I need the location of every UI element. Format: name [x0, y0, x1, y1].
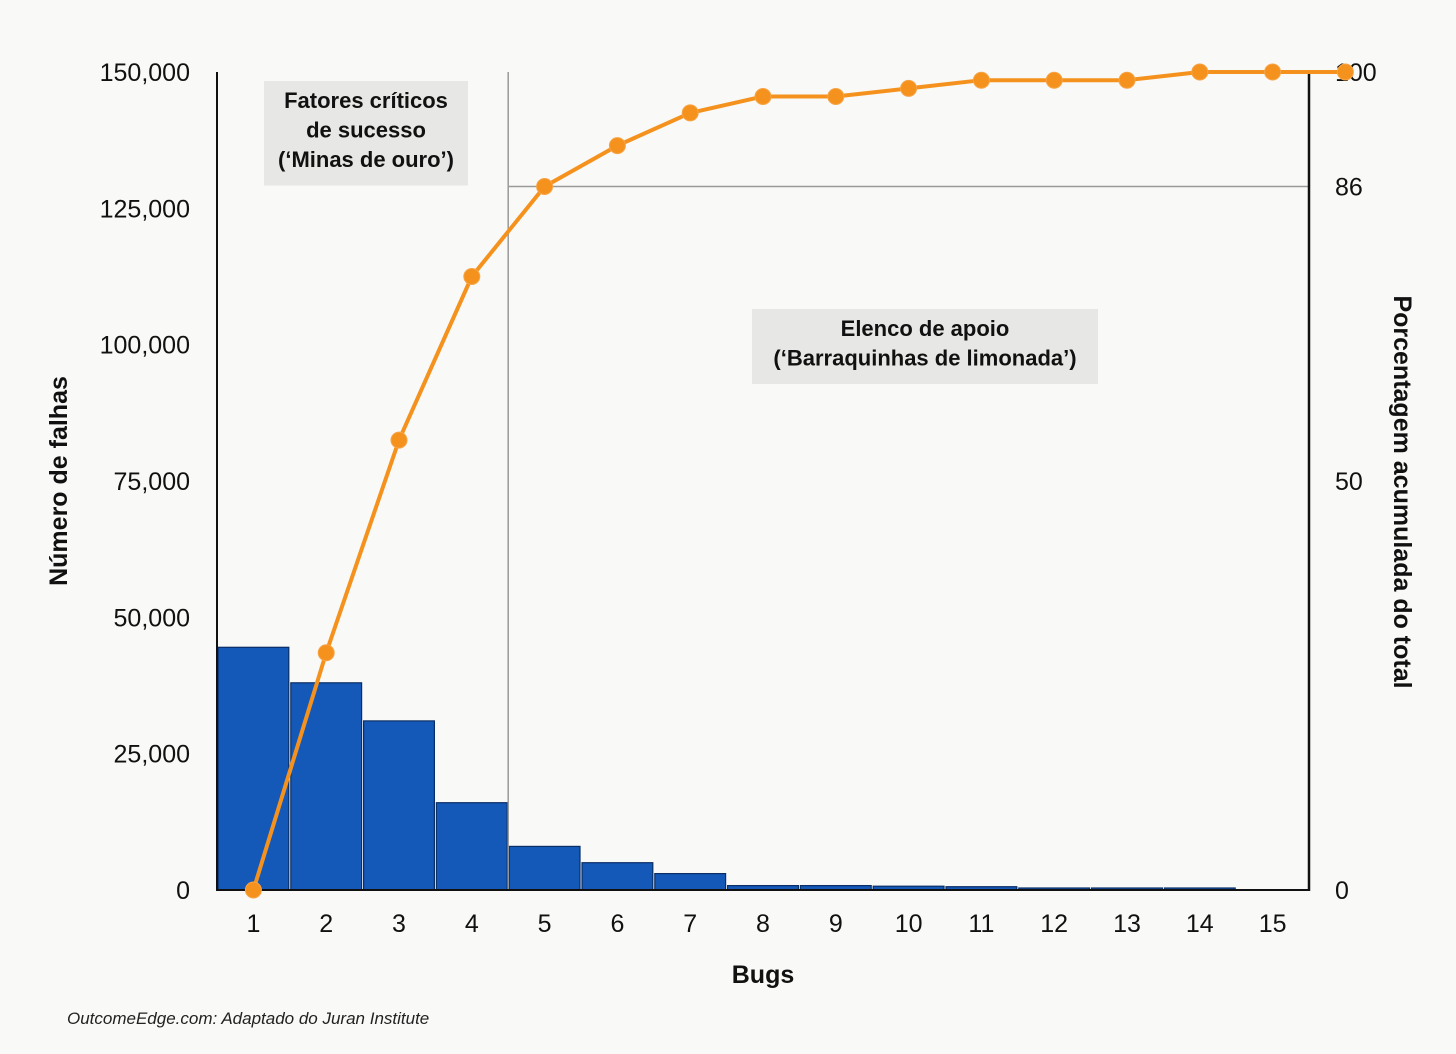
cumulative-line-group [244, 63, 1354, 899]
cumulative-point [1191, 63, 1209, 81]
cumulative-point [608, 137, 626, 155]
x-tick-label: 4 [465, 910, 479, 938]
x-tick-label: 15 [1259, 910, 1287, 938]
cumulative-point [536, 178, 554, 195]
reference-lines [507, 72, 1309, 890]
cumulative-point [244, 881, 262, 899]
bar-4 [435, 802, 508, 891]
cumulative-point [463, 268, 481, 285]
cumulative-point [681, 104, 699, 122]
annotation-critical-factors-background [264, 81, 468, 186]
x-tick-label: 2 [319, 910, 333, 938]
annotation-critical-factors-line: de sucesso [306, 118, 426, 143]
cumulative-point [1118, 71, 1136, 89]
bar-2 [290, 682, 363, 891]
y-tick-label: 50,000 [114, 604, 190, 632]
cumulative-line [251, 70, 1348, 892]
annotation-critical-factors-line: Fatores críticos [284, 88, 448, 113]
bar-1 [217, 646, 290, 891]
bars-group [217, 646, 1236, 891]
annotation-critical-factors-line: (‘Minas de ouro’) [278, 147, 454, 172]
y2-tick-label: 50 [1335, 468, 1363, 496]
bar-5 [508, 845, 581, 891]
cumulative-point [390, 431, 408, 449]
annotation-supporting-cast: Elenco de apoio (‘Barraquinhas de limonad… [752, 309, 1098, 384]
x-tick-label: 8 [756, 910, 770, 938]
cumulative-point [754, 88, 772, 105]
source-credit: OutcomeEdge.com: Adaptado do Juran Insti… [67, 1009, 430, 1028]
x-axis-title: Bugs [732, 961, 795, 989]
y-tick-label: 100,000 [100, 332, 190, 360]
y-axis-title: Número de falhas [45, 376, 73, 586]
x-tick-label: 12 [1040, 910, 1068, 938]
x-tick-label: 10 [895, 910, 923, 938]
cumulative-point [972, 71, 990, 89]
cumulative-point [827, 88, 845, 105]
x-tick-label: 14 [1186, 910, 1214, 938]
y-tick-label: 0 [176, 877, 190, 905]
y-tick-label: 125,000 [100, 195, 190, 223]
y-tick-label: 25,000 [114, 741, 190, 769]
x-tick-label: 11 [968, 910, 994, 938]
annotations-group: Fatores críticos de sucesso (‘Minas de our… [264, 81, 1098, 384]
cumulative-point [1045, 71, 1063, 89]
annotation-supporting-cast-background [752, 309, 1098, 384]
x-tick-label: 5 [538, 910, 552, 938]
y-tick-label: 75,000 [114, 468, 190, 496]
cumulative-point [1336, 63, 1354, 81]
x-tick-label: 9 [829, 910, 843, 938]
y2-tick-label: 86 [1335, 174, 1363, 202]
y2-axis-title: Porcentagem acumulada do total [1388, 295, 1416, 688]
cumulative-point [317, 644, 335, 662]
x-tick-label: 1 [246, 910, 260, 938]
axis-titles: Bugs Número de falhas Porcentagem acumulad… [45, 295, 1416, 989]
cumulative-point [900, 79, 918, 97]
bar-3 [363, 720, 436, 891]
x-tick-label: 3 [392, 910, 406, 938]
x-tick-label: 6 [610, 910, 624, 938]
x-tick-label: 7 [683, 910, 697, 938]
y-tick-label: 150,000 [100, 59, 190, 87]
axes-group: 0 25,000 50,000 75,000 100,000 125,000 150,000… [100, 59, 1377, 938]
y2-tick-label: 0 [1335, 877, 1349, 905]
bar-6 [581, 862, 654, 891]
cumulative-point [1264, 63, 1282, 81]
annotation-critical-factors: Fatores críticos de sucesso (‘Minas de our… [264, 81, 468, 186]
x-tick-label: 13 [1113, 910, 1141, 938]
annotation-supporting-cast-line: (‘Barraquinhas de limonada’) [773, 346, 1076, 371]
annotation-supporting-cast-line: Elenco de apoio [841, 316, 1010, 341]
bar-7 [654, 872, 727, 891]
